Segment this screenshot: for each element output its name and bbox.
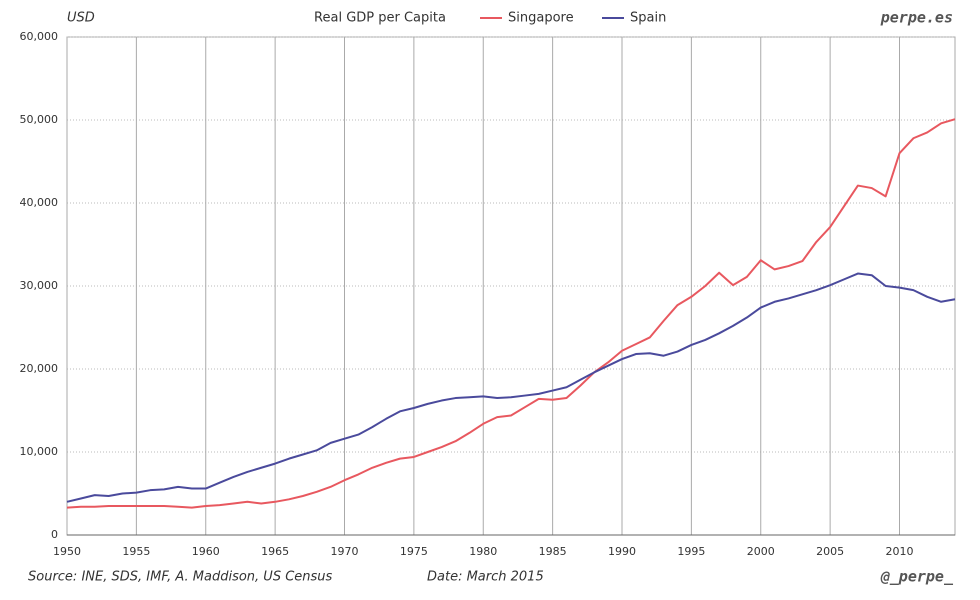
x-tick-label: 1965 (261, 545, 289, 558)
unit-label: USD (67, 11, 95, 26)
series-line (66, 272, 956, 503)
x-tick-label: 1990 (608, 545, 636, 558)
y-tick-label: 30,000 (20, 279, 59, 292)
y-tick-label: 40,000 (20, 196, 59, 209)
source-note: Source: INE, SDS, IMF, A. Maddison, US C… (28, 570, 333, 585)
x-tick-label: 1980 (469, 545, 497, 558)
y-tick-label: 0 (51, 528, 58, 541)
x-tick-label: 1955 (122, 545, 150, 558)
brand: perpe.es (880, 9, 953, 27)
y-tick-label: 20,000 (20, 362, 59, 375)
y-tick-label: 60,000 (20, 30, 59, 43)
chart-title: Real GDP per Capita (314, 11, 446, 26)
y-tick-label: 10,000 (20, 445, 59, 458)
legend-label: Spain (630, 11, 666, 26)
x-tick-label: 1985 (539, 545, 567, 558)
x-tick-label: 1960 (192, 545, 220, 558)
date-note: Date: March 2015 (427, 570, 544, 585)
x-tick-label: 1950 (53, 545, 81, 558)
x-tick-label: 2005 (816, 545, 844, 558)
x-tick-label: 2000 (747, 545, 775, 558)
legend-label: Singapore (508, 11, 574, 26)
x-tick-label: 2010 (886, 545, 914, 558)
series-line (66, 118, 956, 509)
handle: @_perpe_ (880, 568, 954, 586)
x-tick-label: 1995 (677, 545, 705, 558)
x-tick-label: 1970 (331, 545, 359, 558)
y-tick-label: 50,000 (20, 113, 59, 126)
x-tick-label: 1975 (400, 545, 428, 558)
